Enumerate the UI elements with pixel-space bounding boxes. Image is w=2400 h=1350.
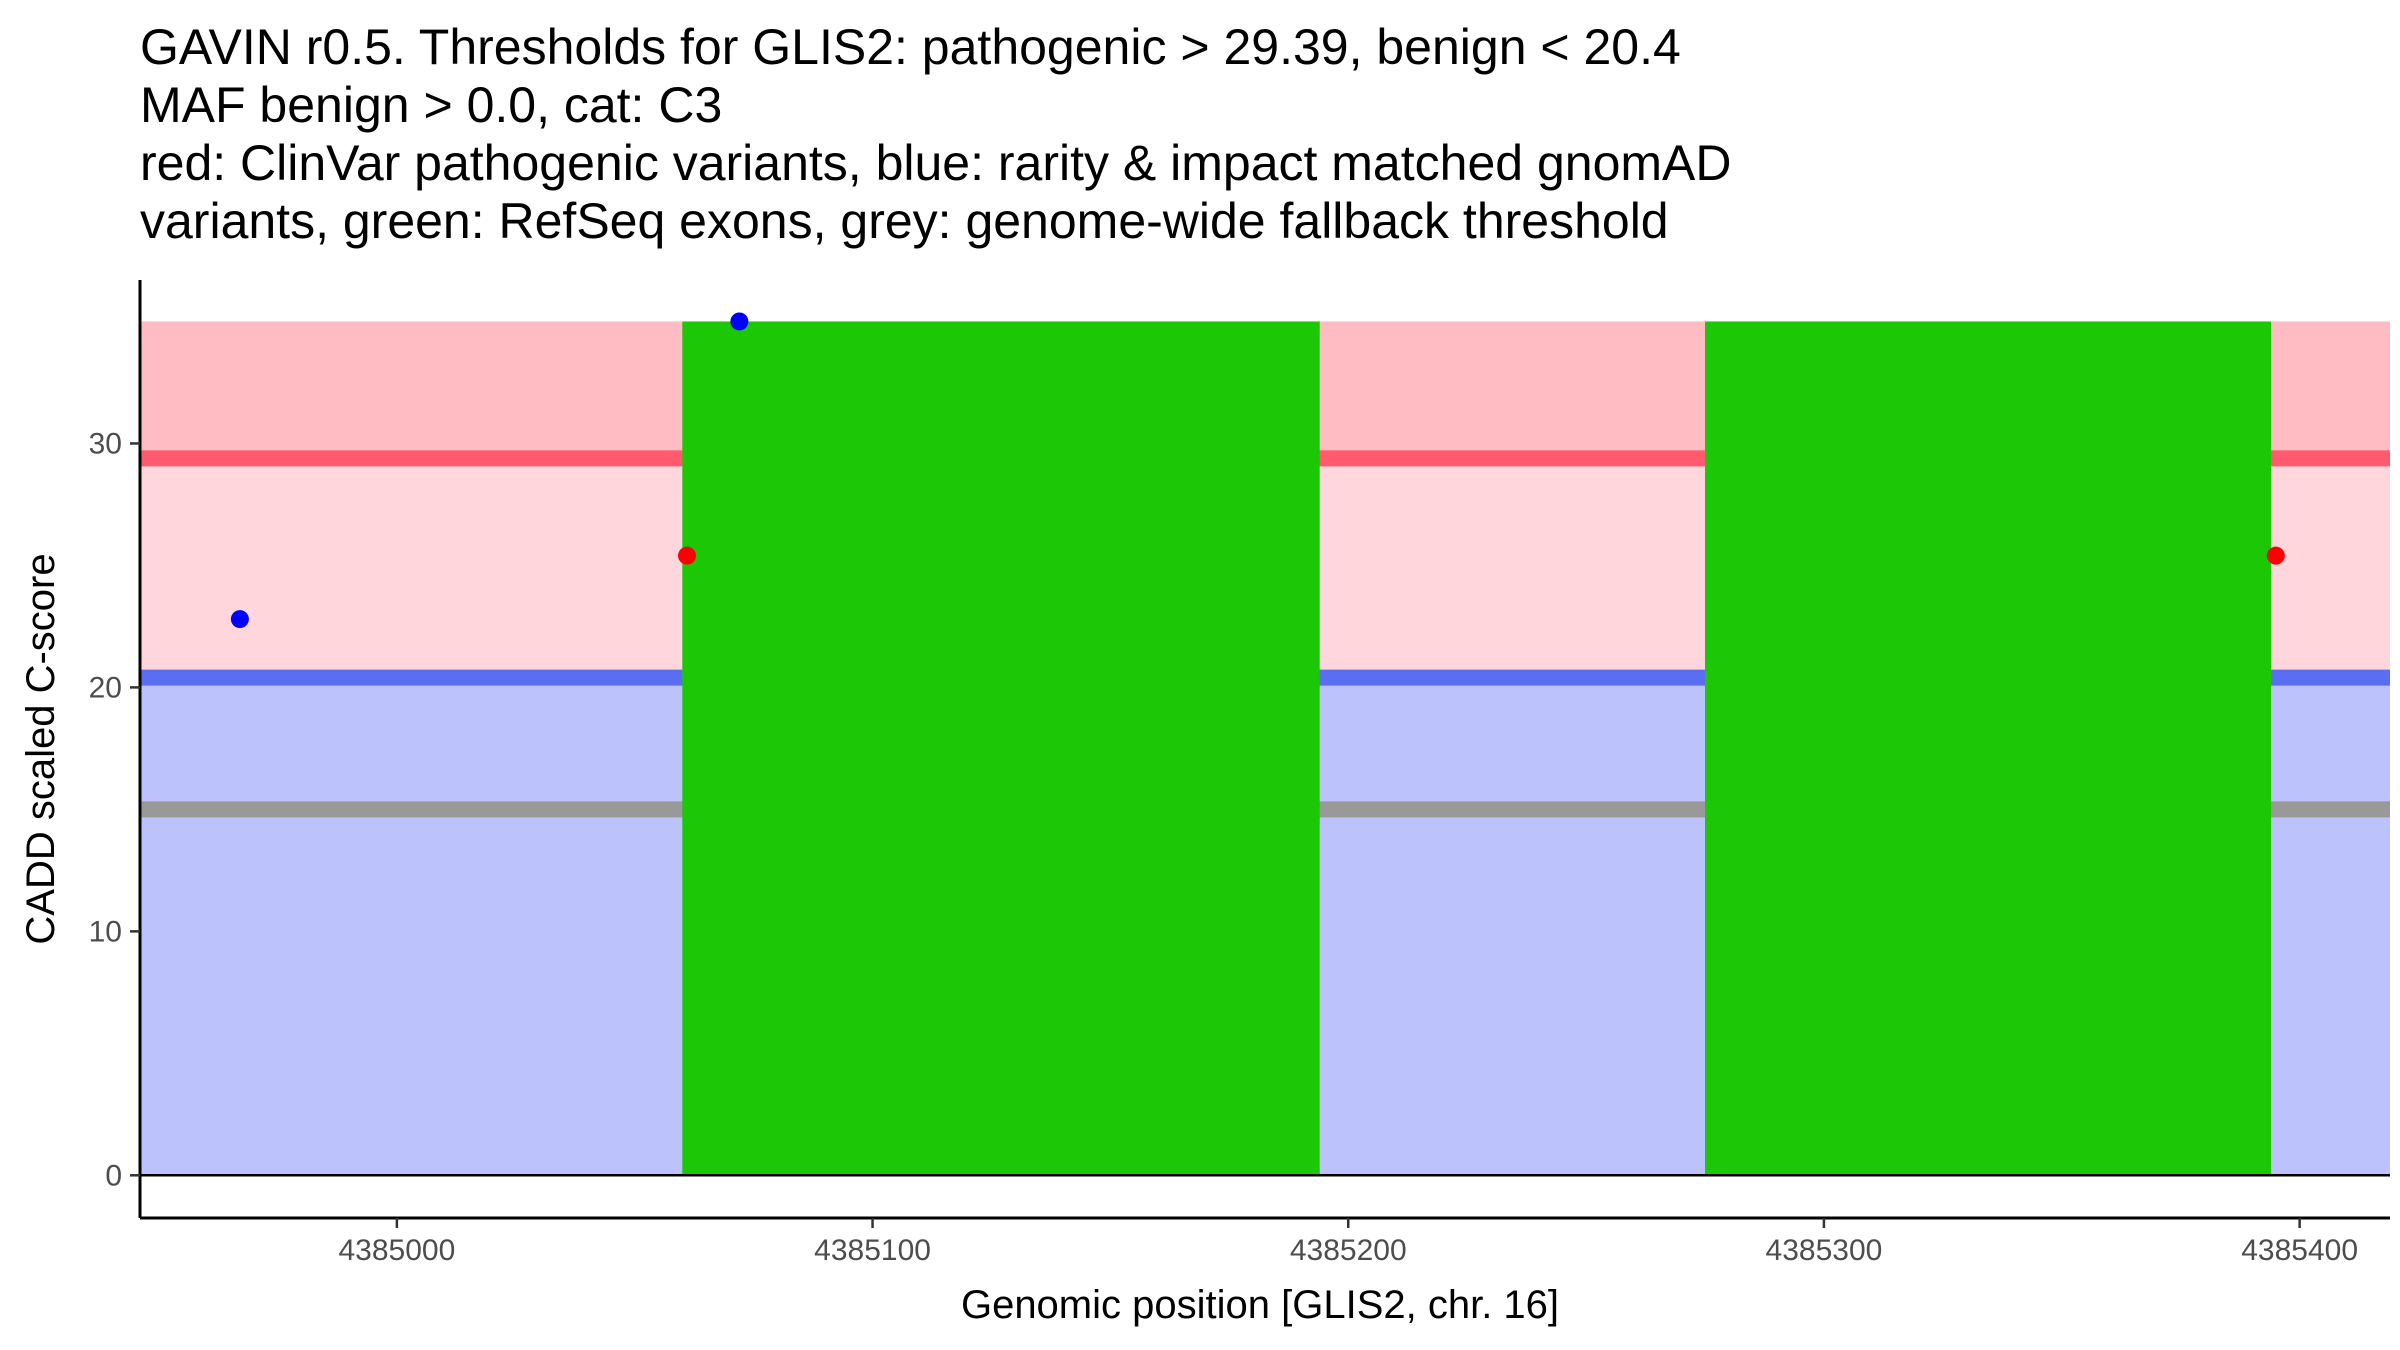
x-tick-label-4385000: 4385000 [338, 1234, 455, 1267]
gnomad-point-2 [730, 312, 749, 331]
exon-1 [682, 321, 1320, 1176]
chart-title-line-2: MAF benign > 0.0, cat: C3 [140, 77, 723, 133]
chart-title-line-3: red: ClinVar pathogenic variants, blue: … [140, 135, 1732, 191]
y-tick-label-10: 10 [89, 915, 122, 948]
x-tick-label-4385100: 4385100 [814, 1234, 931, 1267]
x-tick-label-4385300: 4385300 [1766, 1234, 1883, 1267]
clinvar-point-2 [2266, 546, 2285, 565]
chart-title-line-1: GAVIN r0.5. Thresholds for GLIS2: pathog… [140, 19, 1681, 75]
chart-title-line-4: variants, green: RefSeq exons, grey: gen… [140, 193, 1669, 249]
x-tick-label-4385200: 4385200 [1290, 1234, 1407, 1267]
x-tick-label-4385400: 4385400 [2241, 1234, 2358, 1267]
y-tick-label-30: 30 [89, 427, 122, 460]
y-tick-label-0: 0 [105, 1159, 122, 1192]
gnomad-point-1 [230, 610, 249, 629]
y-axis-title: CADD scaled C-score [19, 553, 63, 944]
x-axis-title: Genomic position [GLIS2, chr. 16] [961, 1283, 1559, 1327]
clinvar-point-1 [678, 546, 697, 565]
y-tick-label-20: 20 [89, 671, 122, 704]
exon-2 [1705, 321, 2272, 1176]
